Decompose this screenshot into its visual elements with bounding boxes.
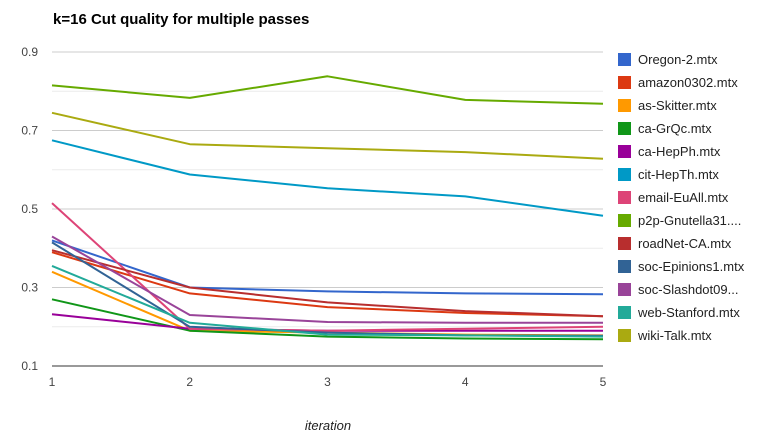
legend-item[interactable]: Oregon-2.mtx (618, 48, 763, 71)
legend-swatch (618, 53, 631, 66)
x-tick-label: 3 (324, 375, 331, 389)
legend-item[interactable]: cit-HepTh.mtx (618, 163, 763, 186)
series-line-email-euall-mtx[interactable] (51, 202, 604, 332)
x-axis-ticks: 1 2 3 4 5 (49, 375, 607, 389)
series-line-wiki-talk-mtx[interactable] (51, 111, 604, 160)
legend-item[interactable]: as-Skitter.mtx (618, 94, 763, 117)
legend-item[interactable]: amazon0302.mtx (618, 71, 763, 94)
legend-label: web-Stanford.mtx (638, 305, 740, 320)
legend-label: soc-Epinions1.mtx (638, 259, 745, 274)
series-line-ca-grqc-mtx[interactable] (51, 298, 604, 341)
x-axis-title: iteration (305, 418, 351, 433)
x-tick-label: 2 (186, 375, 193, 389)
legend-label: amazon0302.mtx (638, 75, 738, 90)
legend-item[interactable]: ca-HepPh.mtx (618, 140, 763, 163)
legend: Oregon-2.mtx amazon0302.mtx as-Skitter.mtx… (618, 48, 763, 347)
x-tick-label: 5 (600, 375, 607, 389)
y-axis-ticks: 0.1 0.3 0.5 0.7 0.9 (21, 45, 38, 373)
series-line-roadnet-ca-mtx[interactable] (51, 249, 604, 318)
legend-swatch (618, 214, 631, 227)
y-tick-label: 0.3 (21, 281, 38, 295)
legend-label: cit-HepTh.mtx (638, 167, 719, 182)
legend-label: ca-HepPh.mtx (638, 144, 721, 159)
legend-swatch (618, 168, 631, 181)
legend-swatch (618, 76, 631, 89)
legend-item[interactable]: soc-Slashdot09... (618, 278, 763, 301)
legend-item[interactable]: soc-Epinions1.mtx (618, 255, 763, 278)
legend-swatch (618, 99, 631, 112)
gridlines (52, 51, 603, 367)
legend-swatch (618, 191, 631, 204)
series-line-web-stanford-mtx[interactable] (51, 264, 604, 338)
legend-label: p2p-Gnutella31.... (638, 213, 742, 228)
legend-label: Oregon-2.mtx (638, 52, 718, 67)
series-lines (51, 75, 604, 341)
series-line-amazon0302-mtx[interactable] (51, 251, 604, 318)
series-line-oregon-2-mtx[interactable] (51, 239, 604, 296)
legend-item[interactable]: wiki-Talk.mtx (618, 324, 763, 347)
legend-label: as-Skitter.mtx (638, 98, 717, 113)
y-tick-label: 0.5 (21, 202, 38, 216)
legend-swatch (618, 145, 631, 158)
legend-swatch (618, 329, 631, 342)
series-line-cit-hepth-mtx[interactable] (51, 139, 604, 217)
line-chart: 0.1 0.3 0.5 0.7 0.9 1 2 3 4 5 iteration (21, 45, 607, 433)
x-tick-label: 4 (462, 375, 469, 389)
legend-label: roadNet-CA.mtx (638, 236, 732, 251)
legend-item[interactable]: web-Stanford.mtx (618, 301, 763, 324)
legend-label: email-EuAll.mtx (638, 190, 729, 205)
legend-label: soc-Slashdot09... (638, 282, 739, 297)
legend-swatch (618, 122, 631, 135)
legend-label: wiki-Talk.mtx (638, 328, 712, 343)
series-line-soc-slashdot09[interactable] (51, 235, 603, 324)
legend-swatch (618, 237, 631, 250)
x-tick-label: 1 (49, 375, 56, 389)
legend-item[interactable]: p2p-Gnutella31.... (618, 209, 763, 232)
chart-title: k=16 Cut quality for multiple passes (53, 11, 310, 28)
series-line-as-skitter-mtx[interactable] (51, 270, 604, 337)
legend-item[interactable]: ca-GrQc.mtx (618, 117, 763, 140)
series-line-p2p-gnutella31[interactable] (51, 75, 604, 105)
legend-label: ca-GrQc.mtx (638, 121, 712, 136)
y-tick-label: 0.9 (21, 45, 38, 59)
legend-swatch (618, 306, 631, 319)
y-tick-label: 0.7 (21, 124, 38, 138)
legend-item[interactable]: email-EuAll.mtx (618, 186, 763, 209)
legend-swatch (618, 283, 631, 296)
y-tick-label: 0.1 (21, 359, 38, 373)
legend-swatch (618, 260, 631, 273)
legend-item[interactable]: roadNet-CA.mtx (618, 232, 763, 255)
